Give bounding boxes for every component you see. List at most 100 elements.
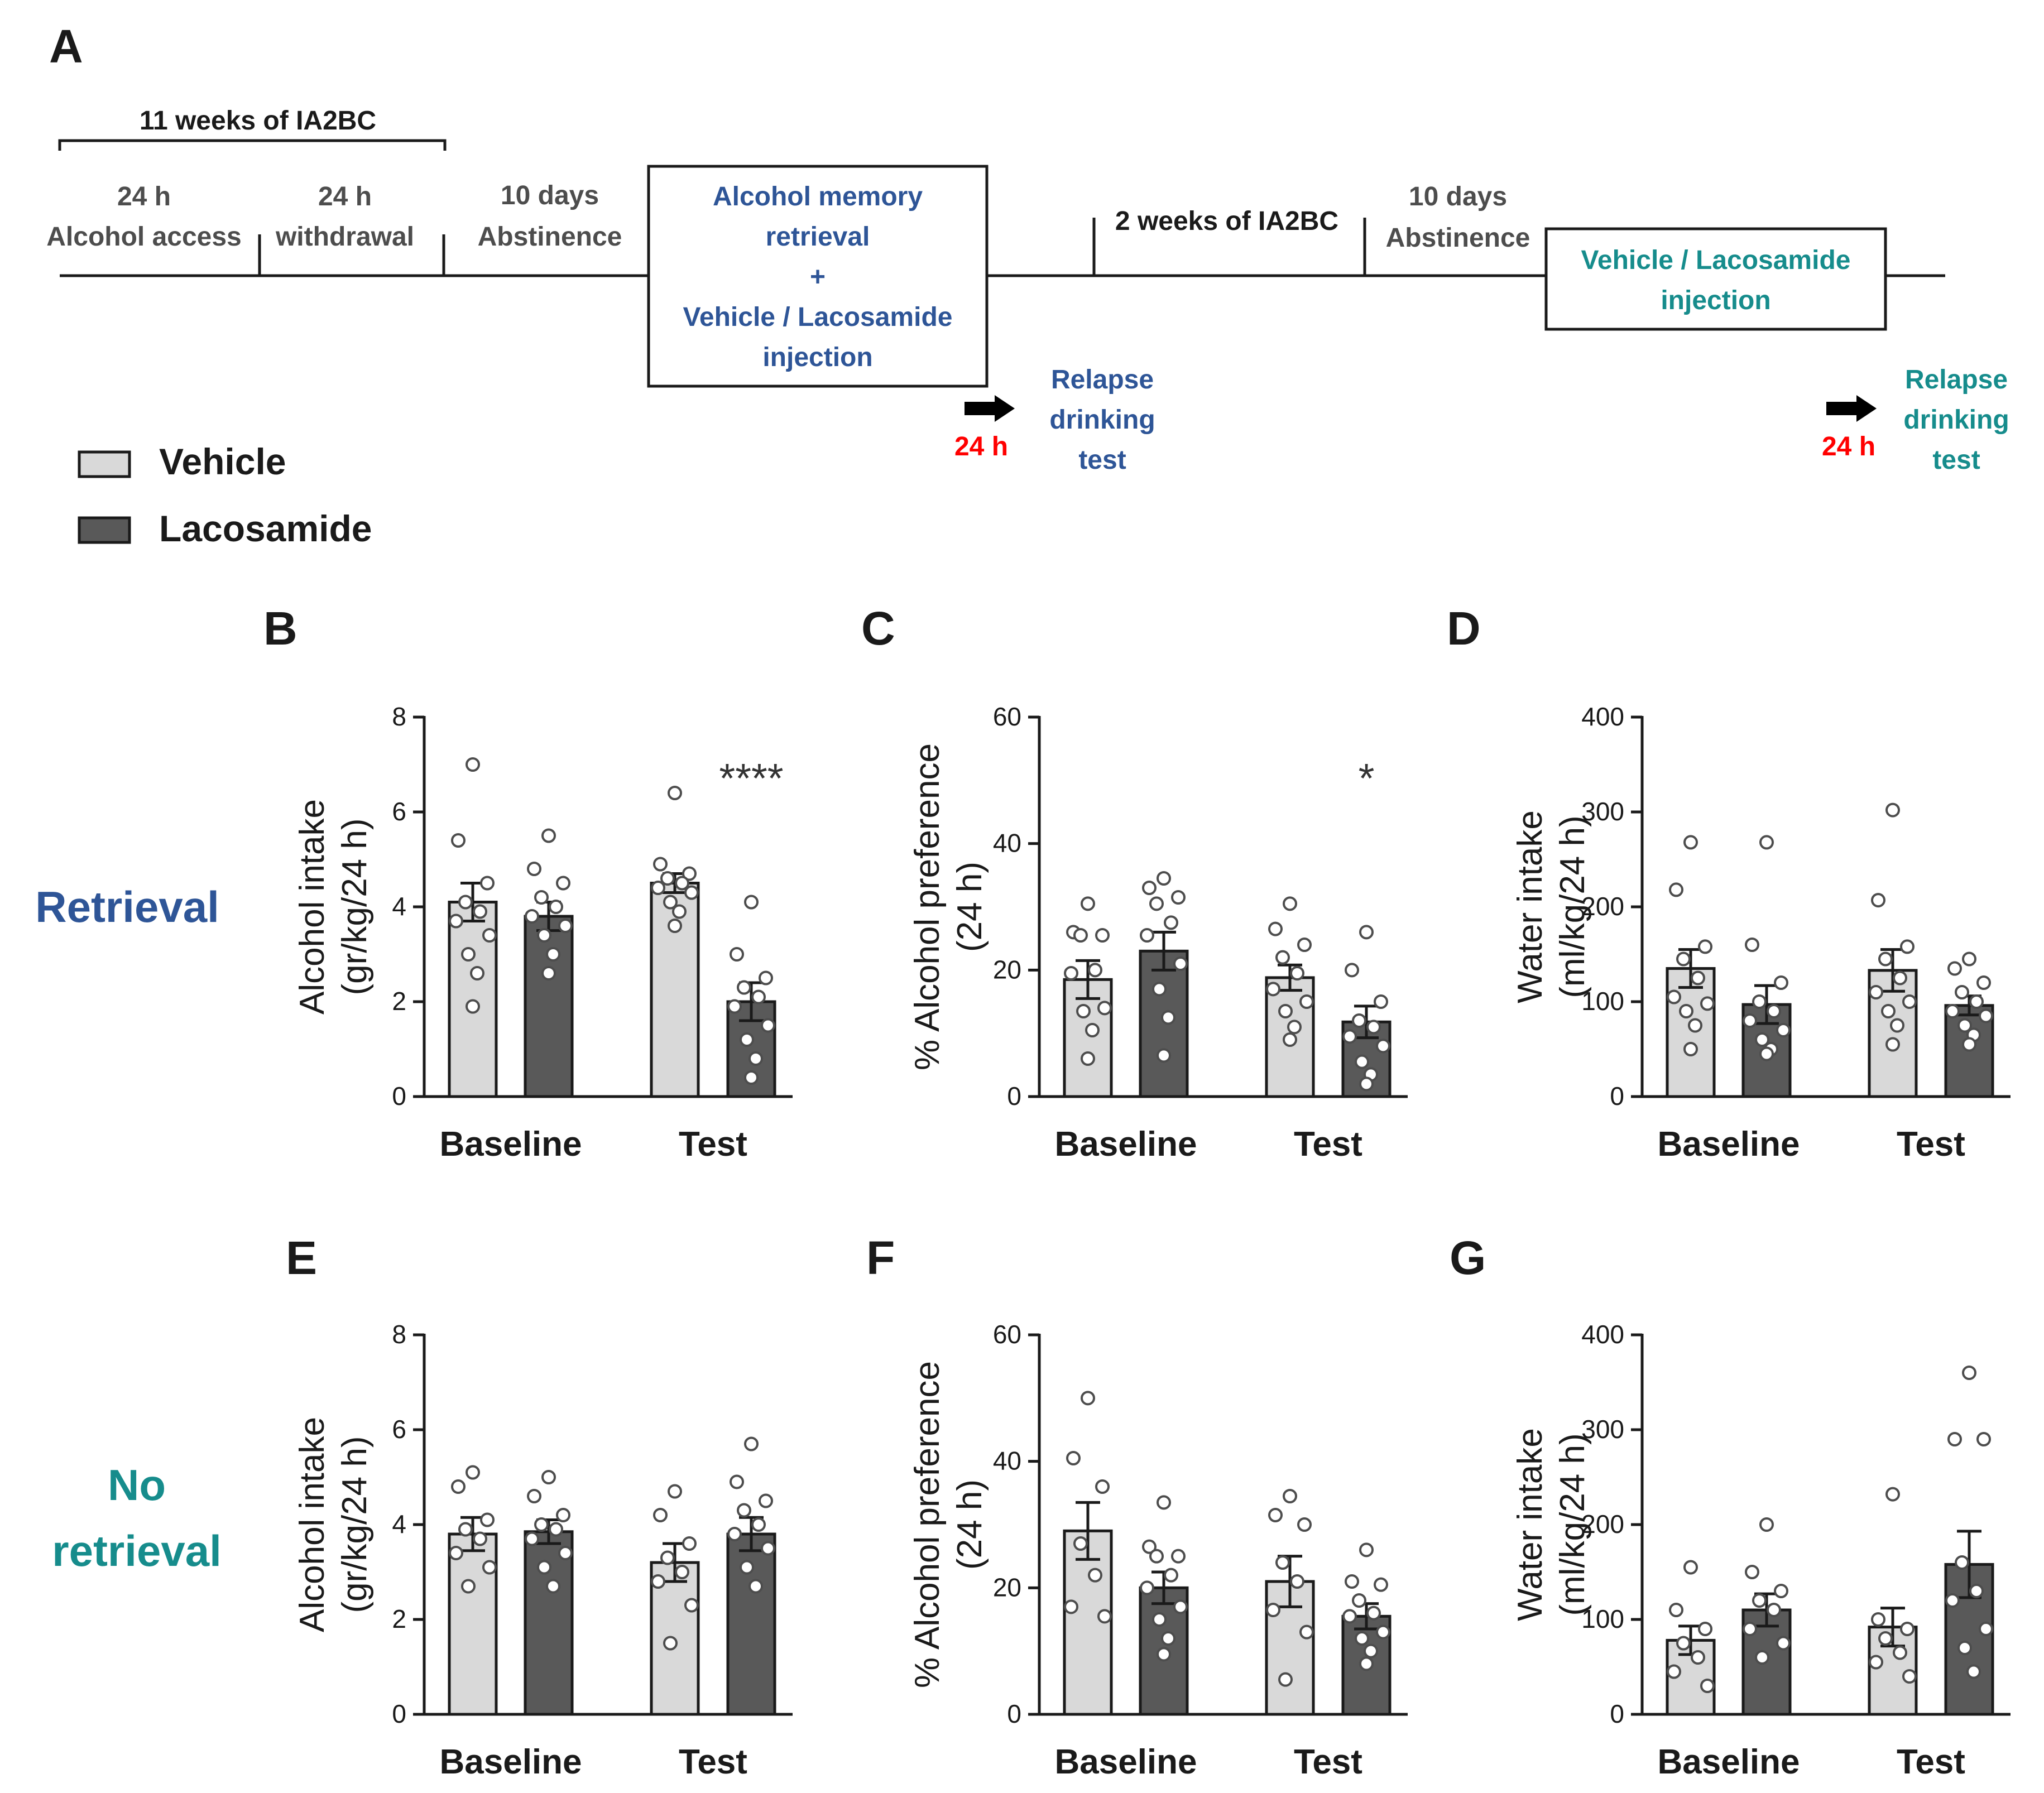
bar-lacosamide-baseline <box>1139 949 1189 1098</box>
data-point <box>1359 1656 1374 1671</box>
data-point <box>1667 1664 1681 1679</box>
data-point <box>759 970 773 986</box>
data-point <box>1173 1599 1188 1614</box>
data-point <box>1157 1647 1171 1662</box>
data-point <box>1283 896 1297 911</box>
data-point <box>660 1550 675 1565</box>
y-tick-label: 200 <box>1581 1510 1624 1539</box>
data-point <box>1683 1042 1698 1056</box>
data-point <box>1957 1641 1972 1655</box>
data-point <box>480 1512 495 1527</box>
seg1-line2: Alcohol access <box>46 222 242 252</box>
data-point <box>1157 871 1171 886</box>
data-point <box>730 947 744 962</box>
data-point <box>1869 1655 1883 1670</box>
data-point <box>744 1070 759 1085</box>
data-point <box>1890 1018 1904 1033</box>
data-point <box>1088 1568 1102 1583</box>
y-axis-title-units: (ml/kg/24 h) <box>1553 815 1592 998</box>
data-point <box>1275 950 1290 965</box>
data-point <box>480 876 495 891</box>
data-point <box>1755 1650 1769 1665</box>
y-tick-label: 8 <box>392 702 406 731</box>
data-point <box>1283 1489 1297 1503</box>
data-point <box>1969 1584 1984 1598</box>
data-point <box>1290 966 1304 980</box>
data-point <box>1275 1555 1290 1570</box>
panel-label-d: D <box>1447 602 1481 655</box>
timeline-text-line: retrieval <box>766 222 870 252</box>
y-tick-label: 400 <box>1581 1320 1624 1349</box>
y-tick-label: 2 <box>392 987 406 1016</box>
x-category-label: Baseline <box>1657 1743 1800 1781</box>
chart-c-alcohol-preference-retrieval: 0 20 40 60 % Alcohol preference (24 h) Baselin… <box>908 702 1408 1164</box>
data-point <box>751 989 766 1004</box>
x-category-label: Baseline <box>439 1743 582 1781</box>
y-tick-label: 300 <box>1581 1415 1624 1444</box>
data-point <box>1698 939 1712 954</box>
timeline-text-line: Relapse <box>1051 365 1154 395</box>
data-point <box>1969 994 1984 1009</box>
data-point <box>1173 956 1188 971</box>
timeline-text-line: Alcohol memory <box>713 182 923 211</box>
chart-g-water-intake-no-retrieval: 0 100 200 300 400 Water intake (ml/kg/24 h) Bas… <box>1511 1320 2011 1781</box>
data-point <box>1759 1046 1774 1061</box>
data-point <box>1691 1650 1705 1665</box>
data-point <box>751 1517 766 1532</box>
data-point <box>737 980 751 995</box>
y-axis-title: Water intake <box>1511 810 1549 1003</box>
y-axis-title-units: (gr/kg/24 h) <box>335 1436 374 1613</box>
data-point <box>1767 1004 1781 1018</box>
row-label-no-retrieval-1: No <box>108 1460 166 1510</box>
y-tick-label: 8 <box>392 1320 406 1349</box>
data-point <box>534 890 549 905</box>
legend-label-lacosamide: Lacosamide <box>159 508 372 549</box>
data-point <box>1157 1048 1171 1063</box>
y-tick-label: 0 <box>1610 1081 1624 1111</box>
data-point <box>1700 1679 1715 1693</box>
seg4-label: 2 weeks of IA2BC <box>1115 206 1338 236</box>
seg5-line1: 10 days <box>1409 182 1507 211</box>
data-point <box>549 1522 563 1537</box>
data-point <box>1268 1508 1283 1522</box>
row-label-no-retrieval-2: retrieval <box>52 1526 222 1575</box>
y-tick-label: 20 <box>993 1573 1021 1602</box>
x-category-label: Test <box>679 1743 747 1781</box>
data-point <box>1881 1004 1896 1018</box>
x-category-label: Baseline <box>1054 1125 1197 1164</box>
data-point <box>537 928 551 943</box>
data-point <box>1085 1023 1100 1037</box>
data-point <box>1352 1013 1366 1028</box>
chart-f-alcohol-preference-no-retrieval: 0 20 40 60 % Alcohol preference (24 h) Baselin… <box>908 1320 1408 1781</box>
data-point <box>1266 982 1280 997</box>
timeline-text-line: drinking <box>1049 405 1155 435</box>
data-point <box>1979 1008 1993 1023</box>
data-point <box>1097 1001 1112 1016</box>
timeline-text-line: Vehicle / Lacosamide <box>1581 246 1851 275</box>
data-point <box>1900 1622 1915 1636</box>
y-tick-label: 6 <box>392 1415 406 1444</box>
data-point <box>541 828 556 843</box>
data-point <box>1287 1020 1302 1035</box>
data-point <box>1976 975 1991 990</box>
data-point <box>1366 1605 1381 1621</box>
data-point <box>1171 1549 1186 1564</box>
data-point <box>461 1579 476 1594</box>
data-point <box>1743 1622 1757 1636</box>
data-point <box>1342 1609 1357 1624</box>
panel-label-g: G <box>1450 1232 1486 1284</box>
data-point <box>1297 1517 1312 1532</box>
y-tick-label: 100 <box>1581 987 1624 1016</box>
data-point <box>668 919 682 933</box>
data-point <box>556 1508 570 1522</box>
data-point <box>663 1636 678 1651</box>
timeline-text-line: Relapse <box>1905 365 2008 395</box>
data-point <box>466 757 480 772</box>
timeline-text-line: test <box>1932 445 1980 475</box>
data-point <box>1142 881 1157 895</box>
y-axis-title-units: (gr/kg/24 h) <box>335 818 374 995</box>
data-point <box>1076 1004 1091 1018</box>
data-point <box>1064 1599 1078 1614</box>
data-point <box>668 786 682 800</box>
